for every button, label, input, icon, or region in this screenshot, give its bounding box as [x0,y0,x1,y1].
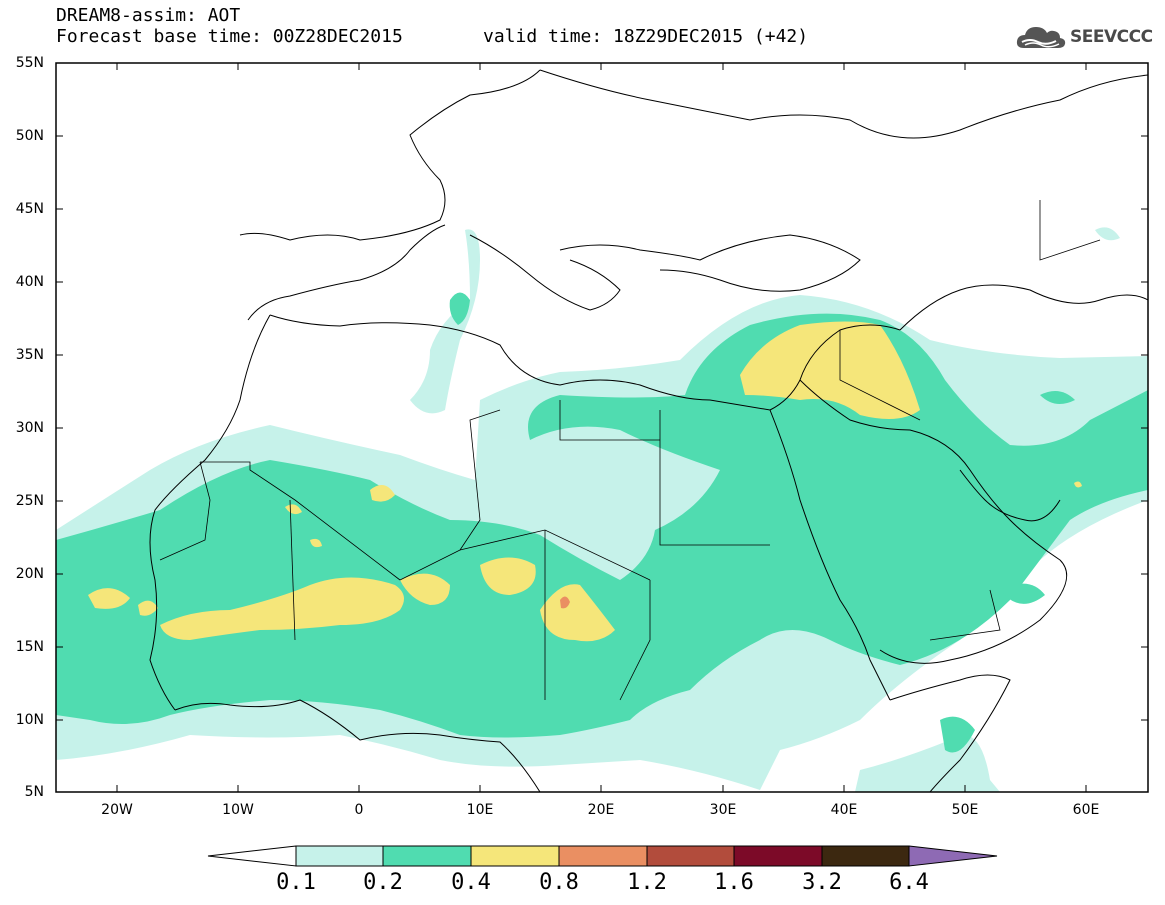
colorbar-label: 3.2 [802,870,842,895]
borders [159,200,1101,701]
colorbar-cell-1 [295,845,384,867]
colorbar-label: 6.4 [889,870,929,895]
logo-text: SEEVCCC [1070,27,1153,47]
lat-label: 5N [24,784,44,800]
colorbar-cell-3 [470,845,560,867]
seevccc-logo: SEEVCCC [1016,24,1153,50]
lat-label: 50N [15,128,44,144]
colorbar-label: 1.6 [714,870,754,895]
lon-label: 50E [951,802,979,818]
colorbar-cell-4 [558,845,648,867]
cloud-icon [1016,27,1066,48]
lon-label: 10W [222,802,254,818]
colorbar-cell-5 [646,845,735,867]
lon-label: 20W [101,802,133,818]
coastlines [149,69,1148,792]
aot-band-0.2-0.4 [56,292,1148,753]
colorbar-cell-2 [382,845,472,867]
product-title: DREAM8-assim: AOT [56,5,241,26]
base-time-label: Forecast base time: 00Z28DEC2015 [56,26,403,47]
colorbar-label: 0.4 [451,870,491,895]
plot-frame [55,62,1149,793]
colorbar-label: 0.2 [363,870,403,895]
lat-label: 55N [15,55,44,71]
lat-label: 25N [15,493,44,509]
valid-time-label: valid time: 18Z29DEC2015 (+42) [483,26,809,47]
lon-label: 0 [354,802,364,818]
colorbar-high-arrow [908,845,998,867]
colorbar-cell-6 [733,845,823,867]
lon-label: 40E [830,802,858,818]
colorbar-label: 0.8 [539,870,579,895]
lat-label: 30N [15,420,44,436]
lat-label: 10N [15,712,44,728]
lat-label: 20N [15,566,44,582]
colorbar-low-arrow [207,845,297,867]
colorbar-label: 0.1 [276,870,316,895]
lat-label: 15N [15,639,44,655]
lat-label: 35N [15,347,44,363]
lon-label: 20E [587,802,615,818]
lon-label: 60E [1072,802,1100,818]
aot-band-0.8-1.2 [560,596,570,609]
lat-label: 45N [15,201,44,217]
colorbar-cell-7 [821,845,910,867]
aot-band-0.4-0.8 [88,321,1082,642]
lon-label: 10E [466,802,494,818]
colorbar-label: 1.2 [627,870,667,895]
lon-label: 30E [709,802,737,818]
aot-field [56,227,1148,792]
lat-label: 40N [15,274,44,290]
colorbar [207,845,998,867]
